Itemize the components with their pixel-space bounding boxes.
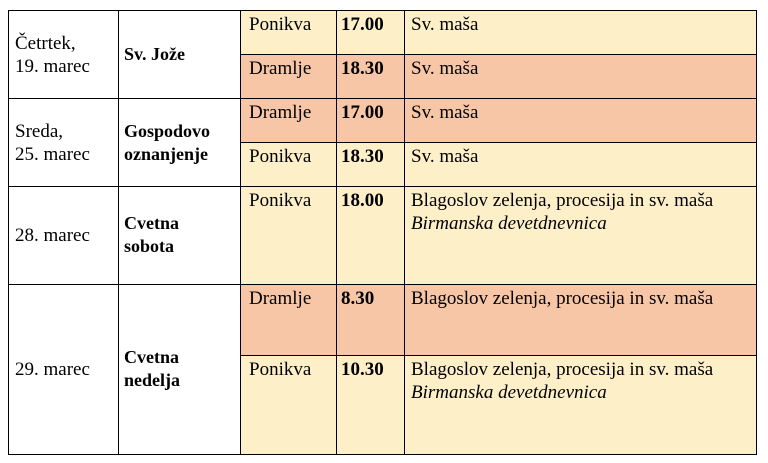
- place-cell: Ponikva: [240, 354, 337, 456]
- table-row: Četrtek, 19. marec Sv. Jože Ponikva 17.0…: [8, 9, 757, 100]
- feast-line: Gospodovo: [124, 120, 211, 141]
- place-cell: Ponikva: [240, 142, 337, 188]
- feast-cell: Gospodovo oznanjenje: [118, 98, 241, 188]
- description-cell: Sv. maša: [404, 142, 757, 188]
- table-row: 28. marec Cvetna sobota Ponikva 18.00 Bl…: [8, 186, 757, 285]
- table-row: Ponikva 10.30 Blagoslov zelenja, procesi…: [9, 354, 757, 456]
- description-cell: Blagoslov zelenja, procesija in sv. maša…: [404, 354, 757, 456]
- time-cell: 18.30: [336, 142, 405, 188]
- description-cell: Blagoslov zelenja, procesija in sv. maša: [404, 283, 757, 356]
- description-cell: Sv. maša: [404, 54, 757, 100]
- feast-line: sobota: [124, 236, 175, 257]
- time-cell: 18.00: [336, 186, 405, 285]
- note-text: Birmanska devetdnevnica: [411, 213, 607, 235]
- day-cell: Sreda, 25. marec: [8, 98, 119, 188]
- feast-line: oznanjenje: [124, 143, 208, 164]
- table-row: 29. marec Cvetna nedelja Dramlje 8.30 Bl…: [8, 283, 757, 456]
- day-line: Sreda,: [15, 120, 64, 142]
- feast-cell: Cvetna nedelja: [118, 283, 241, 456]
- feast-cell: Cvetna sobota: [118, 186, 241, 285]
- time-cell: 8.30: [336, 283, 405, 356]
- place-cell: Dramlje: [240, 54, 337, 100]
- description-cell: Sv. maša: [404, 9, 757, 56]
- day-cell: 28. marec: [8, 186, 119, 285]
- description-text: Sv. maša: [411, 146, 479, 168]
- feast-line: Cvetna: [124, 347, 179, 368]
- feast-line: nedelja: [124, 370, 180, 391]
- day-line: 19. marec: [15, 55, 90, 77]
- day-cell: Četrtek, 19. marec: [8, 9, 119, 100]
- time-cell: 10.30: [336, 354, 405, 456]
- description-cell: Blagoslov zelenja, procesija in sv. maša…: [404, 186, 757, 285]
- table-row: Ponikva 18.30 Sv. maša: [9, 142, 757, 188]
- feast-cell: Sv. Jože: [118, 9, 241, 100]
- place-cell: Dramlje: [240, 98, 337, 144]
- place-cell: Ponikva: [240, 186, 337, 285]
- description-text: Sv. maša: [411, 102, 479, 124]
- note-text: Birmanska devetdnevnica: [411, 381, 607, 403]
- time-cell: 18.30: [336, 54, 405, 100]
- day-line: 25. marec: [15, 143, 90, 165]
- day-cell: 29. marec: [8, 283, 119, 456]
- place-cell: Ponikva: [240, 9, 337, 56]
- description-text: Blagoslov zelenja, procesija in sv. maša: [411, 190, 714, 212]
- place-cell: Dramlje: [240, 283, 337, 356]
- mass-schedule-table: Četrtek, 19. marec Sv. Jože Ponikva 17.0…: [8, 9, 757, 456]
- day-line: 29. marec: [15, 358, 90, 380]
- description-text: Blagoslov zelenja, procesija in sv. maša: [411, 287, 714, 309]
- table-row: Dramlje 18.30 Sv. maša: [9, 54, 757, 100]
- description-text: Sv. maša: [411, 58, 479, 80]
- description-text: Sv. maša: [411, 14, 479, 35]
- time-cell: 17.00: [336, 98, 405, 144]
- time-cell: 17.00: [336, 9, 405, 56]
- description-text: Blagoslov zelenja, procesija in sv. maša: [411, 358, 714, 380]
- day-line: 28. marec: [15, 224, 90, 246]
- description-cell: Sv. maša: [404, 98, 757, 144]
- feast-line: Sv. Jože: [124, 44, 185, 65]
- day-line: Četrtek,: [15, 32, 76, 54]
- table-row: Sreda, 25. marec Gospodovo oznanjenje Dr…: [8, 98, 757, 188]
- feast-line: Cvetna: [124, 213, 179, 234]
